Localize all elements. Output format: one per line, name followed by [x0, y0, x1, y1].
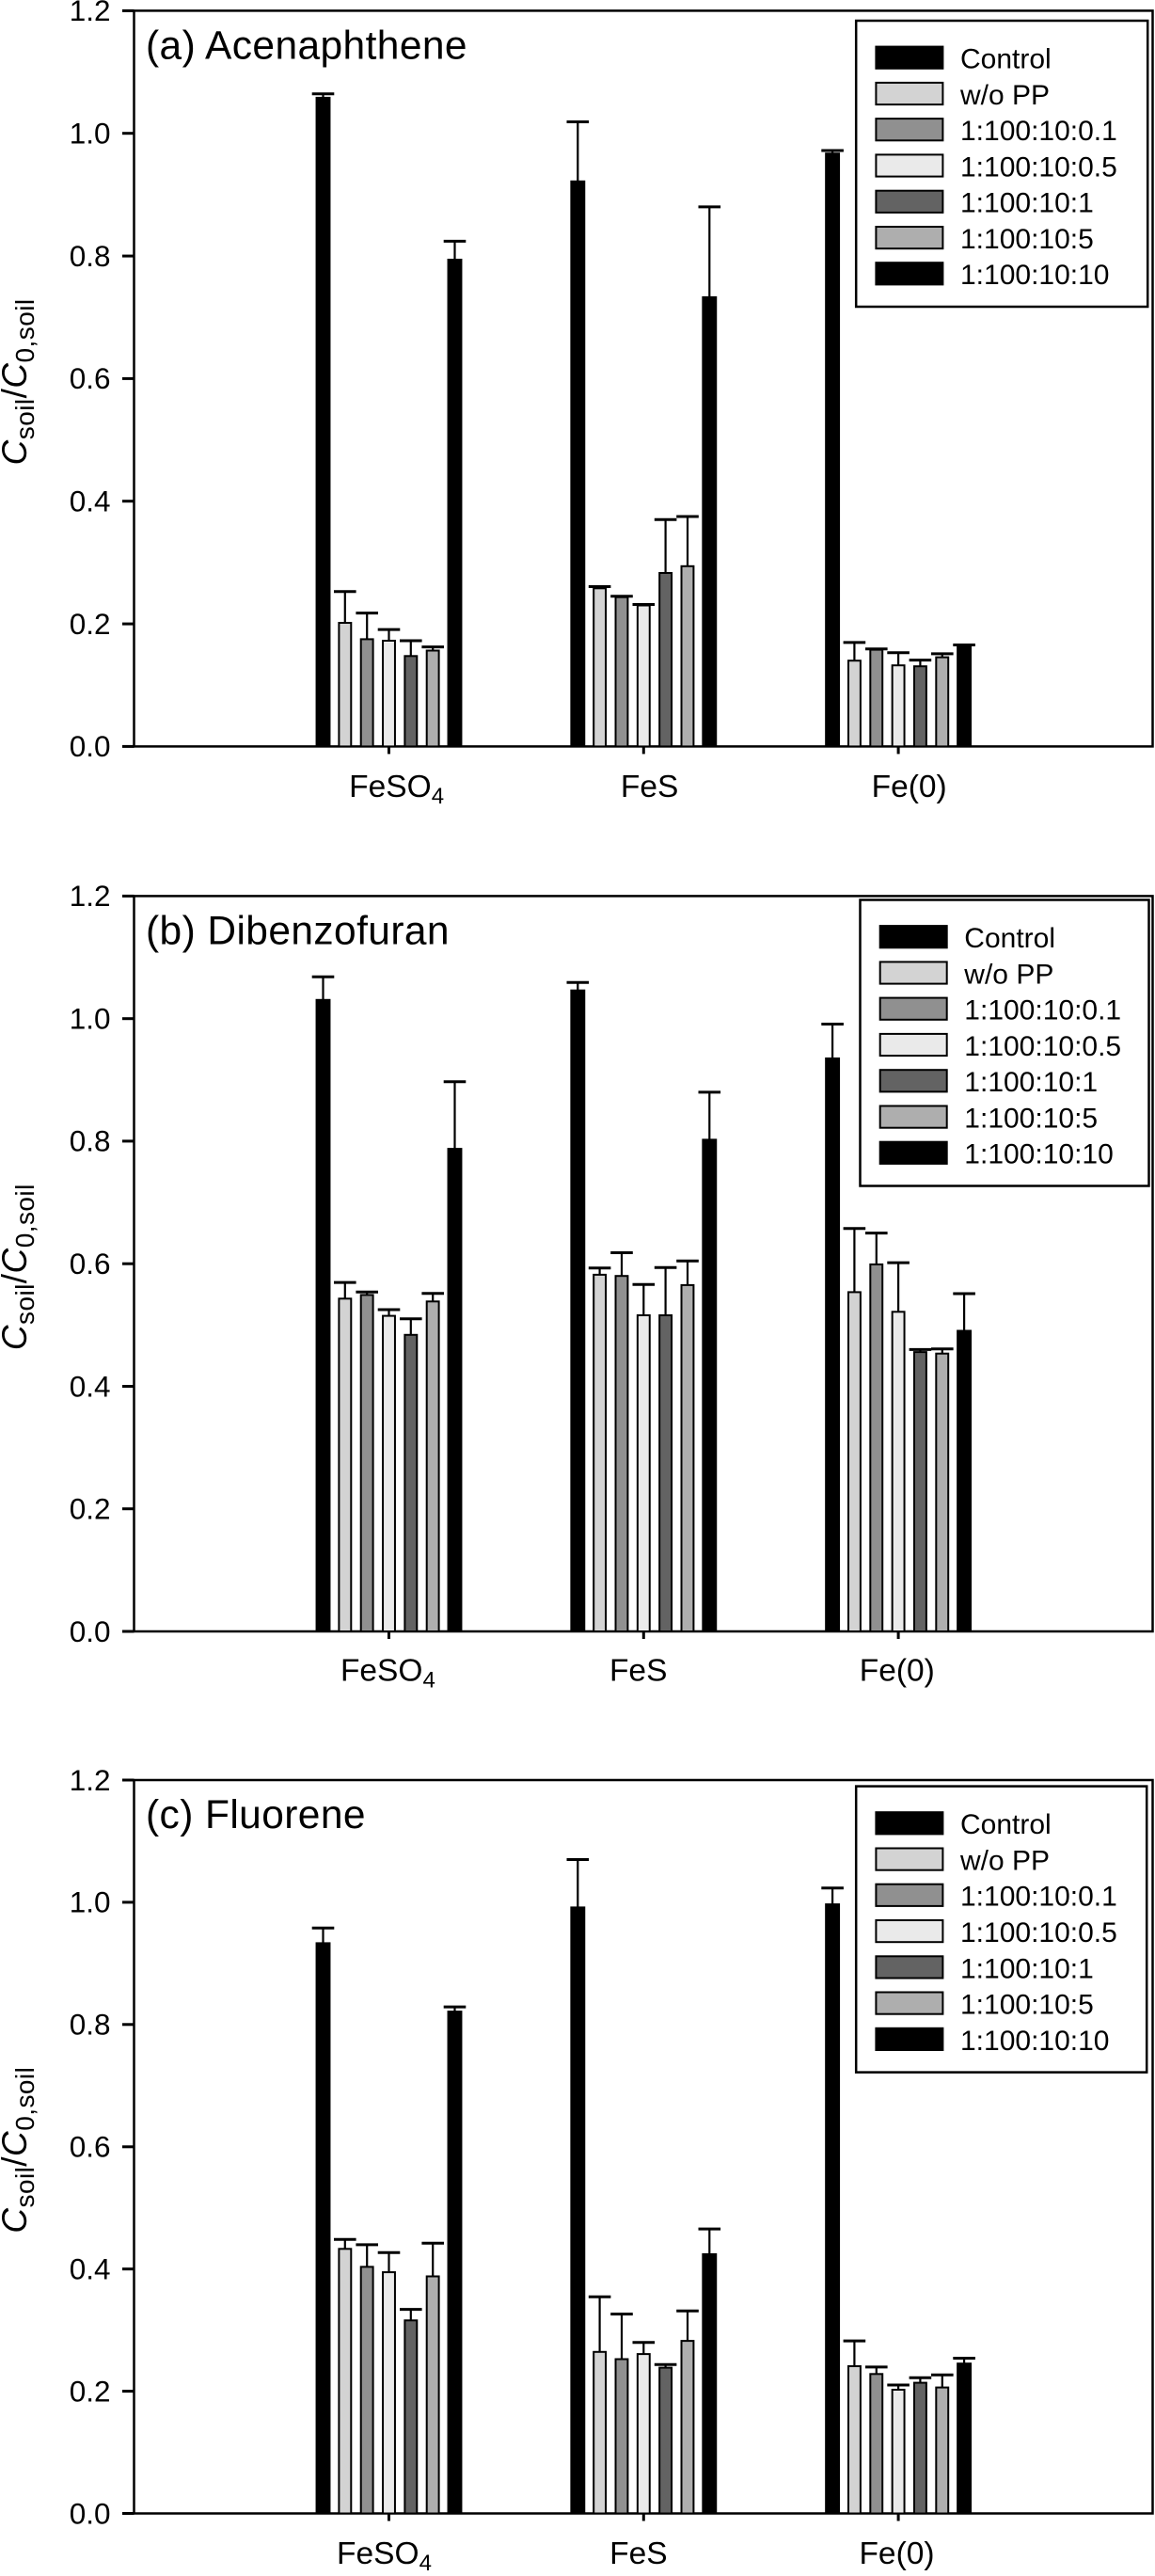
svg-text:1:100:10:10: 1:100:10:10 — [960, 260, 1109, 291]
svg-text:0.8: 0.8 — [70, 1124, 111, 1158]
svg-text:Csoil/C0,soil: Csoil/C0,soil — [0, 1184, 40, 1350]
svg-text:1:100:10:0.5: 1:100:10:0.5 — [960, 1917, 1117, 1948]
svg-text:4: 4 — [432, 784, 444, 809]
svg-text:1:100:10:1: 1:100:10:1 — [960, 188, 1094, 219]
svg-text:1:100:10:0.1: 1:100:10:0.1 — [960, 1882, 1117, 1913]
svg-text:0.4: 0.4 — [70, 1369, 111, 1403]
svg-text:1:100:10:0.5: 1:100:10:0.5 — [960, 151, 1117, 183]
svg-text:1.0: 1.0 — [70, 117, 111, 151]
svg-text:1.2: 1.2 — [70, 0, 111, 27]
svg-text:FeS: FeS — [609, 1653, 667, 1688]
svg-text:w/o PP: w/o PP — [959, 1846, 1050, 1877]
svg-text:1.2: 1.2 — [70, 1763, 111, 1797]
svg-text:0.0: 0.0 — [70, 729, 111, 763]
svg-text:1:100:10:10: 1:100:10:10 — [964, 1139, 1113, 1170]
svg-text:4: 4 — [419, 2551, 432, 2571]
svg-text:0.2: 0.2 — [70, 2374, 111, 2408]
svg-text:FeSO: FeSO — [337, 2536, 419, 2571]
svg-text:0.8: 0.8 — [70, 239, 111, 273]
svg-text:1:100:10:0.1: 1:100:10:0.1 — [964, 995, 1121, 1026]
svg-text:Csoil/C0,soil: Csoil/C0,soil — [0, 2067, 40, 2234]
svg-text:1.2: 1.2 — [70, 879, 111, 913]
svg-text:1:100:10:5: 1:100:10:5 — [960, 1990, 1094, 2021]
svg-text:(c) Fluorene: (c) Fluorene — [146, 1793, 366, 1837]
svg-text:1:100:10:5: 1:100:10:5 — [960, 224, 1094, 255]
svg-text:(a) Acenaphthene: (a) Acenaphthene — [146, 24, 467, 68]
svg-text:(b) Dibenzofuran: (b) Dibenzofuran — [146, 909, 450, 953]
svg-text:4: 4 — [423, 1667, 435, 1693]
svg-text:FeSO: FeSO — [349, 770, 432, 804]
svg-text:FeS: FeS — [621, 770, 678, 804]
svg-text:0.0: 0.0 — [70, 1614, 111, 1648]
svg-text:Control: Control — [960, 1809, 1052, 1840]
svg-text:0.8: 0.8 — [70, 2008, 111, 2042]
svg-text:Csoil/C0,soil: Csoil/C0,soil — [0, 298, 40, 465]
svg-text:Fe(0): Fe(0) — [872, 770, 947, 804]
svg-text:0.4: 0.4 — [70, 485, 111, 518]
svg-text:Fe(0): Fe(0) — [859, 2536, 934, 2571]
svg-text:0.4: 0.4 — [70, 2252, 111, 2286]
svg-text:1:100:10:5: 1:100:10:5 — [964, 1104, 1098, 1135]
svg-text:0.0: 0.0 — [70, 2496, 111, 2530]
svg-text:0.6: 0.6 — [70, 361, 111, 395]
svg-text:0.2: 0.2 — [70, 607, 111, 641]
svg-text:1:100:10:0.1: 1:100:10:0.1 — [960, 116, 1117, 147]
svg-text:0.2: 0.2 — [70, 1492, 111, 1526]
svg-text:1:100:10:10: 1:100:10:10 — [960, 2026, 1109, 2057]
svg-text:0.6: 0.6 — [70, 2130, 111, 2164]
svg-text:FeS: FeS — [609, 2536, 667, 2571]
svg-text:0.6: 0.6 — [70, 1247, 111, 1280]
svg-text:Fe(0): Fe(0) — [860, 1653, 935, 1688]
svg-text:Control: Control — [960, 44, 1052, 75]
svg-text:1:100:10:0.5: 1:100:10:0.5 — [964, 1031, 1121, 1062]
svg-text:1:100:10:1: 1:100:10:1 — [964, 1067, 1098, 1098]
svg-text:1.0: 1.0 — [70, 1885, 111, 1919]
svg-text:Control: Control — [964, 923, 1055, 954]
svg-text:1:100:10:1: 1:100:10:1 — [960, 1953, 1094, 1984]
svg-text:FeSO: FeSO — [340, 1653, 423, 1688]
svg-text:w/o PP: w/o PP — [963, 959, 1053, 990]
svg-text:1.0: 1.0 — [70, 1002, 111, 1036]
svg-text:w/o PP: w/o PP — [959, 80, 1050, 111]
